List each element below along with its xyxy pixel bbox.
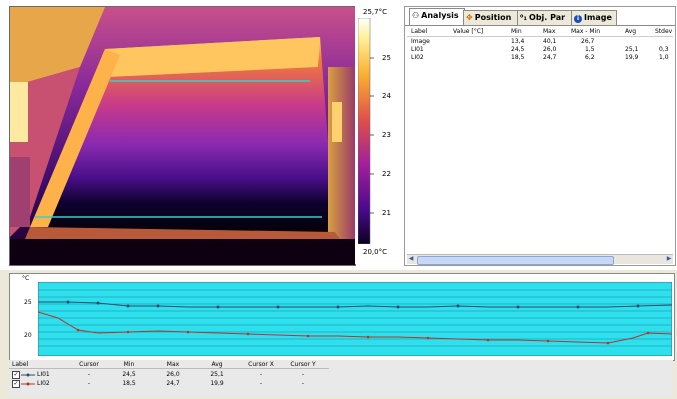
- cell-label: Image: [411, 38, 430, 45]
- obj-par-icon: ⁰₁: [520, 13, 528, 22]
- cell-min: 24,5: [511, 46, 525, 53]
- tab-position[interactable]: ✥ Position: [463, 10, 519, 25]
- cell-label: LI01: [411, 46, 424, 53]
- position-icon: ✥: [466, 13, 473, 22]
- cell-max: 40,1: [543, 38, 557, 45]
- legend-max: 24,7: [166, 380, 180, 387]
- legend-cursor-y: -: [301, 371, 305, 378]
- col-label[interactable]: Label: [411, 28, 428, 35]
- profile-tick-20: 20: [24, 332, 32, 339]
- tab-obj-par-label: Obj. Par: [529, 13, 566, 22]
- series-swatch: [21, 382, 35, 386]
- cell-label: LI02: [411, 54, 424, 61]
- legend-min: 18,5: [122, 380, 136, 387]
- profile-unit-label: °C: [22, 275, 30, 282]
- tab-obj-par[interactable]: ⁰₁ Obj. Par: [517, 10, 573, 25]
- profile-tick-25: 25: [24, 299, 32, 306]
- col-value[interactable]: Value [°C]: [453, 28, 484, 35]
- legend-max: 26,0: [166, 371, 180, 378]
- scale-tick-23: 23: [382, 131, 391, 139]
- cell-stdev: 0,3: [659, 46, 669, 53]
- scale-tick-21: 21: [382, 209, 391, 217]
- scale-tick-25: 25: [382, 54, 391, 62]
- thermal-image[interactable]: [9, 6, 356, 266]
- legend-cursor-y: -: [301, 380, 305, 387]
- scrollbar-thumb[interactable]: [417, 256, 614, 265]
- legend-col-max[interactable]: Max: [166, 361, 180, 368]
- legend-row[interactable]: ✓ LI02 - 18,5 24,7 19,9 - -: [9, 379, 329, 388]
- profile-plot: [38, 282, 672, 356]
- cell-stdev: 1,0: [659, 54, 669, 61]
- analysis-panel: ⚇ Analysis ✥ Position ⁰₁ Obj. Par i Image La…: [404, 6, 676, 266]
- legend-col-cursor-y[interactable]: Cursor Y: [290, 361, 316, 368]
- legend-cursor: -: [87, 380, 91, 387]
- cell-avg: 19,9: [625, 54, 639, 61]
- legend-cursor: -: [87, 371, 91, 378]
- legend-col-cursor[interactable]: Cursor: [79, 361, 99, 368]
- tab-image-label: Image: [584, 13, 612, 22]
- table-row[interactable]: LI01 24,5 26,0 1,5 25,1 0,3: [405, 46, 675, 54]
- legend-header-divider: [9, 368, 329, 369]
- legend-row[interactable]: ✓ LI01 - 24,5 26,0 25,1 - -: [9, 370, 329, 379]
- cell-max: 26,0: [543, 46, 557, 53]
- cell-max-min: 6,2: [585, 54, 595, 61]
- cell-min: 13,4: [511, 38, 525, 45]
- checkbox[interactable]: ✓: [12, 380, 20, 388]
- cell-max: 24,7: [543, 54, 557, 61]
- cell-min: 18,5: [511, 54, 525, 61]
- col-max[interactable]: Max: [543, 28, 556, 35]
- legend-label: LI01: [37, 371, 50, 378]
- color-scale-bar: [358, 18, 374, 244]
- tab-analysis[interactable]: ⚇ Analysis: [409, 8, 465, 26]
- legend-cursor-x: -: [259, 371, 263, 378]
- series-swatch: [21, 373, 35, 377]
- legend-col-avg[interactable]: Avg: [211, 361, 223, 368]
- legend-col-label[interactable]: Label: [12, 361, 29, 368]
- tab-position-label: Position: [474, 13, 512, 22]
- col-min[interactable]: Min: [511, 28, 522, 35]
- profile-legend-table: Label Cursor Min Max Avg Cursor X Cursor…: [9, 360, 673, 397]
- legend-cursor-x: -: [259, 380, 263, 387]
- temperature-scale: 25,7°C 25 24 23 22 21 20,0°C: [355, 6, 400, 264]
- cell-max-min: 26,7: [581, 38, 595, 45]
- tab-separator: [405, 25, 675, 26]
- scroll-left-icon[interactable]: ◀: [408, 255, 414, 262]
- info-icon: i: [574, 15, 582, 23]
- legend-avg: 19,9: [210, 380, 224, 387]
- table-header-divider: [407, 36, 673, 37]
- legend-min: 24,5: [122, 371, 136, 378]
- line-profile-chart[interactable]: °C 25 20: [9, 273, 675, 361]
- checkbox[interactable]: ✓: [12, 371, 20, 379]
- cell-avg: 25,1: [625, 46, 639, 53]
- tab-image[interactable]: i Image: [571, 10, 617, 25]
- col-avg[interactable]: Avg: [625, 28, 637, 35]
- scale-tick-22: 22: [382, 170, 391, 178]
- scroll-right-icon[interactable]: ▶: [666, 255, 672, 262]
- table-row[interactable]: Image 13,4 40,1 26,7: [405, 38, 675, 46]
- cell-max-min: 1,5: [585, 46, 595, 53]
- legend-col-min[interactable]: Min: [123, 361, 135, 368]
- scale-min-label: 20,0°C: [363, 248, 387, 256]
- analysis-icon: ⚇: [412, 11, 420, 20]
- col-max-min[interactable]: Max - Min: [571, 28, 601, 35]
- scale-max-label: 25,7°C: [363, 8, 387, 16]
- thermal-image-graphic: [10, 7, 355, 265]
- table-row[interactable]: LI02 18,5 24,7 6,2 19,9 1,0: [405, 54, 675, 62]
- scale-tick-24: 24: [382, 92, 391, 100]
- col-stdev[interactable]: Stdev: [655, 28, 673, 35]
- legend-label: LI02: [37, 380, 50, 387]
- legend-avg: 25,1: [210, 371, 224, 378]
- tab-analysis-label: Analysis: [421, 11, 459, 20]
- legend-col-cursor-x[interactable]: Cursor X: [248, 361, 274, 368]
- horizontal-scrollbar[interactable]: ◀ ▶: [407, 254, 673, 265]
